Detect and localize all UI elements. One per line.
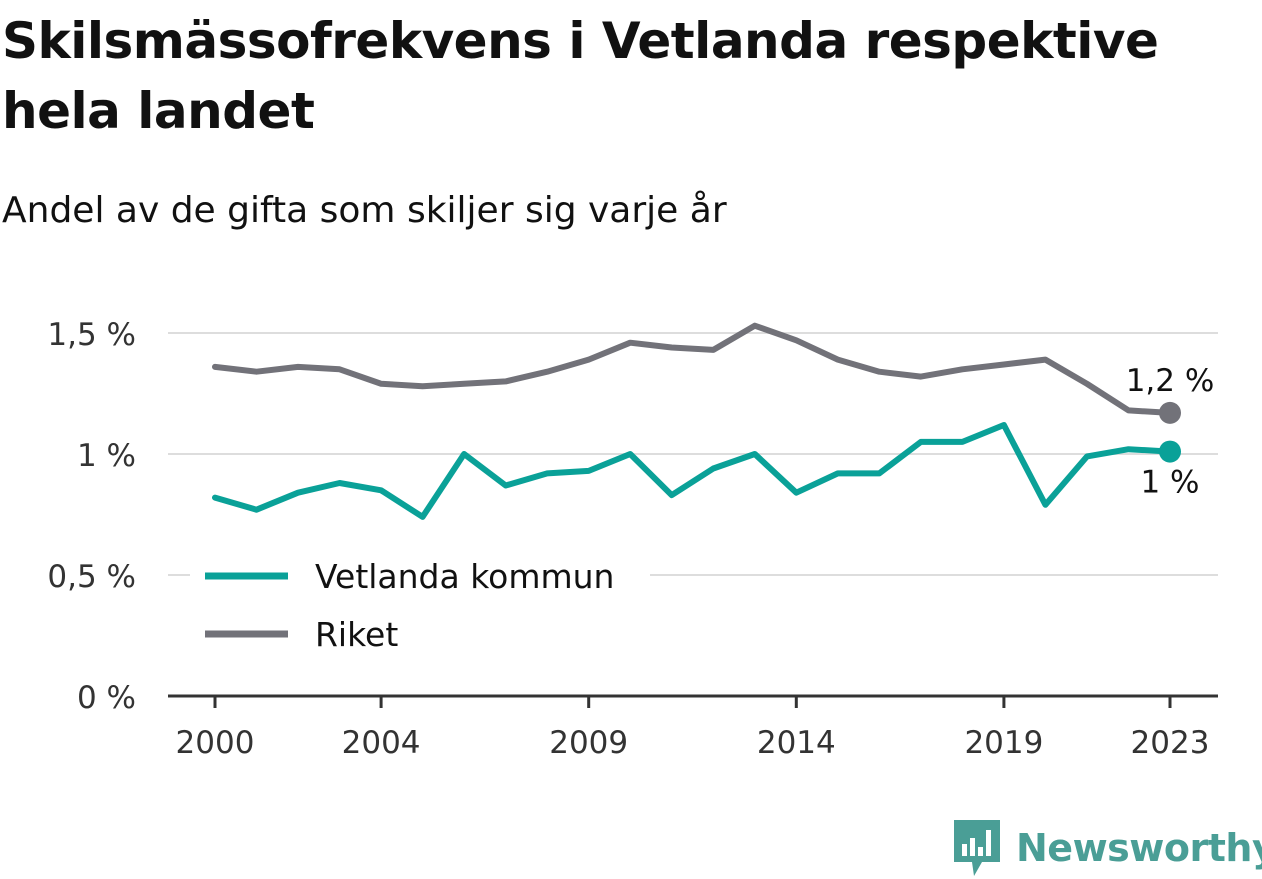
y-tick-label: 0,5 % xyxy=(47,559,136,595)
series-layer xyxy=(212,322,1181,520)
legend-label-vetlanda: Vetlanda kommun xyxy=(315,557,614,596)
x-tick-label: 2023 xyxy=(1131,725,1210,761)
y-tick-label: 1,5 % xyxy=(47,317,136,353)
y-tick-label: 0 % xyxy=(77,680,136,716)
series-line-riket xyxy=(212,322,1173,416)
x-tick-label: 2009 xyxy=(549,725,628,761)
y-tick-label: 1 % xyxy=(77,438,136,474)
series-line-vetlanda xyxy=(212,422,1173,520)
end-label-riket: 1,2 % xyxy=(1126,363,1215,399)
x-tick-label: 2000 xyxy=(176,725,255,761)
newsworthy-logo: Newsworthy xyxy=(952,818,1262,878)
axis-layer: 0 % 0,5 % 1 % 1,5 % 2000 2004 2009 2014 2019 2023 xyxy=(47,317,1218,761)
x-tick-label: 2019 xyxy=(964,725,1043,761)
chart-title: Skilsmässofrekvens i Vetlanda respektive… xyxy=(2,12,1159,140)
newsworthy-logo-icon xyxy=(954,820,1000,876)
legend-background xyxy=(190,548,650,666)
legend-label-riket: Riket xyxy=(315,615,398,654)
legend: Vetlanda kommun Riket xyxy=(190,548,650,666)
end-marker-vetlanda xyxy=(1159,440,1181,463)
x-tick-label: 2004 xyxy=(342,725,421,761)
end-label-vetlanda: 1 % xyxy=(1140,465,1199,501)
end-labels: 1 % 1,2 % xyxy=(1126,363,1215,501)
chart-subtitle: Andel av de gifta som skiljer sig varje … xyxy=(2,190,727,231)
end-marker-riket xyxy=(1159,401,1181,424)
brand-name: Newsworthy xyxy=(1016,826,1262,870)
x-tick-label: 2014 xyxy=(757,725,836,761)
